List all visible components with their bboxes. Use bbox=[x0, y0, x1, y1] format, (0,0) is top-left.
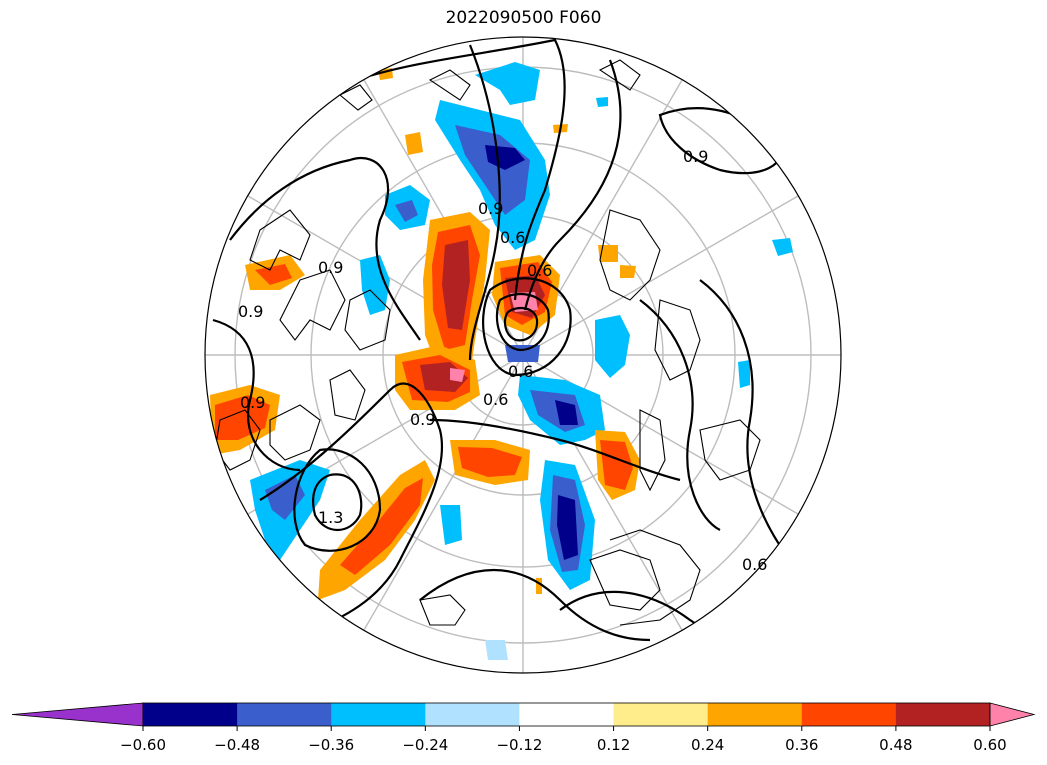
blue-region bbox=[557, 495, 578, 560]
contour-label: 0.9 bbox=[240, 393, 265, 412]
warm-region bbox=[600, 440, 633, 490]
blue-region bbox=[772, 238, 793, 256]
warm-region bbox=[620, 265, 636, 278]
colorbar-tick-label: −0.24 bbox=[402, 736, 448, 754]
warm-region bbox=[510, 292, 538, 312]
blue-region bbox=[455, 125, 530, 215]
contour-label: 0.9 bbox=[683, 147, 708, 166]
colorbar-box bbox=[143, 703, 238, 726]
contour-label: 0.6 bbox=[742, 555, 767, 574]
warm-region bbox=[405, 132, 423, 155]
colorbar-box bbox=[801, 703, 897, 726]
colorbar-box bbox=[895, 703, 991, 726]
warm-region bbox=[442, 240, 470, 330]
polar-map: 0.9 0.9 0.6 0.6 0.6 0.6 0.9 0.9 0.9 0.6 … bbox=[204, 36, 842, 674]
colorbar-box bbox=[425, 703, 520, 726]
colorbar-box bbox=[331, 703, 426, 726]
blue-region bbox=[596, 97, 608, 107]
blue-region bbox=[485, 640, 508, 660]
contour-labels: 0.9 0.9 0.6 0.6 0.6 0.6 0.9 0.9 0.9 0.6 … bbox=[238, 147, 767, 574]
map-disk bbox=[205, 37, 841, 673]
blue-region bbox=[595, 315, 630, 378]
colorbar-tick-label: 0.12 bbox=[597, 736, 630, 754]
height-contours bbox=[212, 38, 791, 645]
map-title: 2022090500 F060 bbox=[445, 8, 602, 28]
blue-region bbox=[440, 505, 462, 545]
colorbar-tick-label: 0.48 bbox=[879, 736, 912, 754]
colorbar-tick-label: −0.12 bbox=[496, 736, 542, 754]
colorbar-box bbox=[707, 703, 803, 726]
blue-region bbox=[395, 200, 418, 222]
blue-region bbox=[475, 62, 540, 105]
warm-region bbox=[215, 395, 270, 440]
contour-label: 1.3 bbox=[318, 508, 343, 527]
map-border bbox=[204, 36, 842, 674]
colorbar-outline bbox=[142, 702, 991, 727]
warm-region bbox=[340, 478, 423, 575]
blue-region bbox=[360, 255, 390, 315]
colorbar-tick-label: 0.36 bbox=[785, 736, 818, 754]
contour-label: 0.9 bbox=[318, 258, 343, 277]
contour-label: 0.6 bbox=[527, 261, 552, 280]
colorbar-tick-label: −0.36 bbox=[308, 736, 354, 754]
colorbar-box bbox=[613, 703, 709, 726]
coastlines bbox=[214, 59, 761, 626]
colorbar-box bbox=[237, 703, 332, 726]
warm-region bbox=[598, 245, 618, 262]
contour-label: 0.9 bbox=[478, 199, 503, 218]
blue-region bbox=[555, 400, 578, 425]
colorbar-tick-label: 0.24 bbox=[691, 736, 724, 754]
colorbar-extend-high bbox=[989, 702, 1036, 727]
blue-region bbox=[485, 145, 525, 170]
contour-label: 0.6 bbox=[500, 228, 525, 247]
contour-label: 0.9 bbox=[238, 302, 263, 321]
colorbar-tick-label: −0.48 bbox=[214, 736, 260, 754]
positive-anomalies bbox=[210, 68, 640, 600]
contour-label: 0.6 bbox=[508, 362, 533, 381]
warm-region bbox=[458, 447, 522, 477]
blue-region bbox=[738, 360, 750, 388]
negative-anomalies bbox=[250, 62, 793, 660]
blue-region bbox=[265, 475, 305, 520]
warm-region bbox=[255, 264, 292, 285]
contour-label: 0.6 bbox=[483, 390, 508, 409]
colorbar-tick-label: −0.60 bbox=[120, 736, 166, 754]
contour-label: 0.9 bbox=[410, 410, 435, 429]
colorbar-extend-low bbox=[11, 702, 144, 727]
colorbar-box bbox=[519, 703, 615, 726]
colorbar-tick-label: 0.60 bbox=[973, 736, 1006, 754]
warm-region bbox=[450, 368, 465, 382]
